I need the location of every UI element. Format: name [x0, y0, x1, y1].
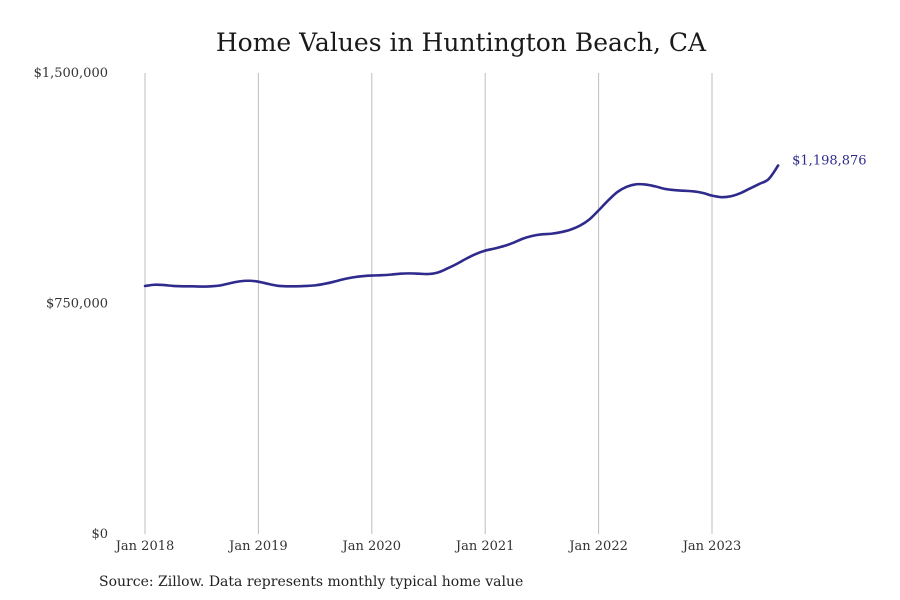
source-note: Source: Zillow. Data represents monthly …	[99, 574, 523, 590]
y-axis-ticks: $0 $750,000 $1,500,000	[34, 66, 108, 542]
x-tick-label: Jan 2018	[114, 539, 175, 554]
series-line	[143, 164, 780, 288]
x-tick-label: Jan 2020	[341, 539, 402, 554]
x-tick-label: Jan 2021	[454, 539, 515, 554]
y-tick-label: $0	[91, 527, 108, 542]
x-tick-label: Jan 2023	[681, 539, 742, 554]
gridlines	[144, 73, 713, 534]
y-tick-label: $1,500,000	[34, 66, 108, 81]
x-axis-ticks: Jan 2018 Jan 2019 Jan 2020 Jan 2021 Jan 2022…	[114, 539, 742, 554]
x-tick-label: Jan 2022	[567, 539, 628, 554]
x-tick-label: Jan 2019	[227, 539, 288, 554]
chart-title: Home Values in Huntington Beach, CA	[216, 28, 707, 57]
end-value-label: $1,198,876	[792, 154, 866, 169]
series-layer	[143, 164, 780, 288]
y-tick-label: $750,000	[46, 297, 108, 312]
